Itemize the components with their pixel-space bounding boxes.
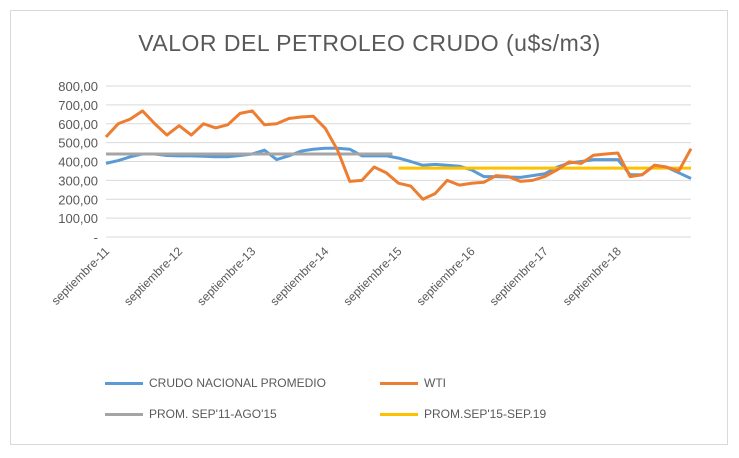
legend-item-crudo: CRUDO NACIONAL PROMEDIO (105, 376, 326, 390)
x-tick-label: septiembre-15 (340, 244, 404, 308)
y-tick-label: 800,00 (58, 79, 98, 94)
legend-item-wti: WTI (380, 376, 446, 390)
series-line-1 (104, 109, 693, 201)
x-tick-label: septiembre-11 (49, 244, 113, 308)
legend-swatch (380, 412, 418, 416)
y-tick-label: 300,00 (58, 173, 98, 188)
series-line-0 (105, 146, 692, 180)
legend-item-prom-1: PROM. SEP'11-AGO'15 (105, 407, 277, 421)
y-tick-label: 100,00 (58, 211, 98, 226)
chart-frame (10, 10, 728, 445)
y-tick-label: - (94, 230, 98, 245)
y-tick-label: 700,00 (58, 98, 98, 113)
x-tick-label: septiembre-17 (487, 244, 551, 308)
legend-label: PROM.SEP'15-SEP.19 (424, 407, 547, 421)
y-tick-label: 400,00 (58, 155, 98, 170)
legend-item-prom-2: PROM.SEP'15-SEP.19 (380, 407, 546, 421)
legend-label: WTI (424, 376, 446, 390)
chart-title: VALOR DEL PETROLEO CRUDO (u$s/m3) (138, 30, 601, 56)
legend-label: CRUDO NACIONAL PROMEDIO (149, 376, 326, 390)
y-tick-label: 600,00 (58, 117, 98, 132)
x-tick-label: septiembre-12 (121, 244, 185, 308)
y-tick-label: 200,00 (58, 192, 98, 207)
legend-label: PROM. SEP'11-AGO'15 (149, 407, 277, 421)
legend-swatch (105, 412, 143, 416)
x-tick-label: septiembre-16 (414, 244, 478, 308)
x-tick-label: septiembre-13 (194, 244, 258, 308)
legend-swatch (105, 381, 143, 385)
x-tick-label: septiembre-14 (267, 244, 331, 308)
x-tick-label: septiembre-18 (560, 244, 624, 308)
legend-swatch (380, 381, 418, 385)
y-tick-label: 500,00 (58, 136, 98, 151)
